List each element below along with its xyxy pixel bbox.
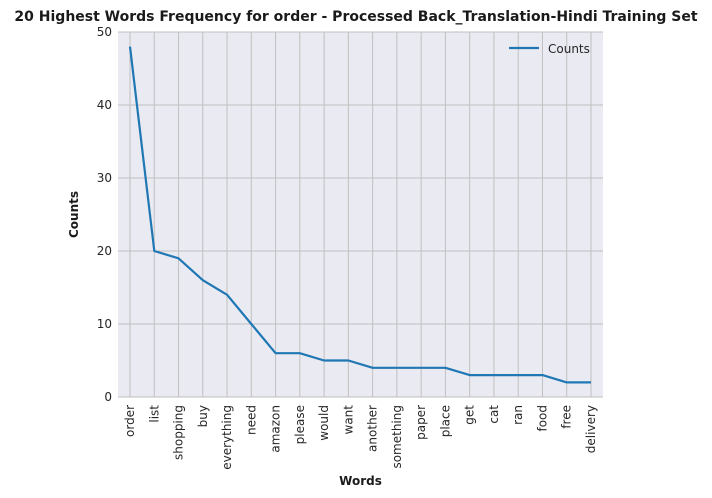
x-tick-label: order <box>123 405 137 437</box>
plot-area <box>118 32 603 397</box>
y-tick-label: 50 <box>97 25 112 39</box>
chart-title: 20 Highest Words Frequency for order - P… <box>14 9 697 25</box>
x-tick-label: want <box>341 405 355 435</box>
x-tick-label: free <box>560 405 574 429</box>
y-axis-ticks: 0 10 20 30 40 50 <box>97 25 112 404</box>
y-tick-label: 10 <box>97 317 112 331</box>
x-tick-label: cat <box>487 405 501 424</box>
x-tick-label: another <box>366 405 380 452</box>
x-tick-label: buy <box>196 405 210 427</box>
x-axis-label: Words <box>339 474 382 488</box>
y-tick-label: 40 <box>97 98 112 112</box>
x-axis-ticks: order list shopping buy everything need amazon… <box>123 405 598 470</box>
y-tick-label: 30 <box>97 171 112 185</box>
x-tick-label: amazon <box>269 405 283 453</box>
x-tick-label: ran <box>511 405 525 425</box>
x-tick-label: place <box>438 405 452 437</box>
x-tick-label: get <box>463 405 477 425</box>
x-tick-label: food <box>535 405 549 432</box>
y-axis-label: Counts <box>67 191 81 238</box>
x-tick-label: list <box>147 405 161 423</box>
x-tick-label: everything <box>220 405 234 470</box>
x-tick-label: please <box>293 405 307 444</box>
x-tick-label: paper <box>414 405 428 440</box>
x-tick-label: something <box>390 405 404 469</box>
x-tick-label: shopping <box>172 405 186 460</box>
x-tick-label: need <box>244 405 258 435</box>
y-tick-label: 0 <box>104 390 112 404</box>
legend-label-counts: Counts <box>548 42 590 56</box>
y-tick-label: 20 <box>97 244 112 258</box>
x-tick-label: delivery <box>584 405 598 453</box>
x-tick-label: would <box>317 405 331 441</box>
